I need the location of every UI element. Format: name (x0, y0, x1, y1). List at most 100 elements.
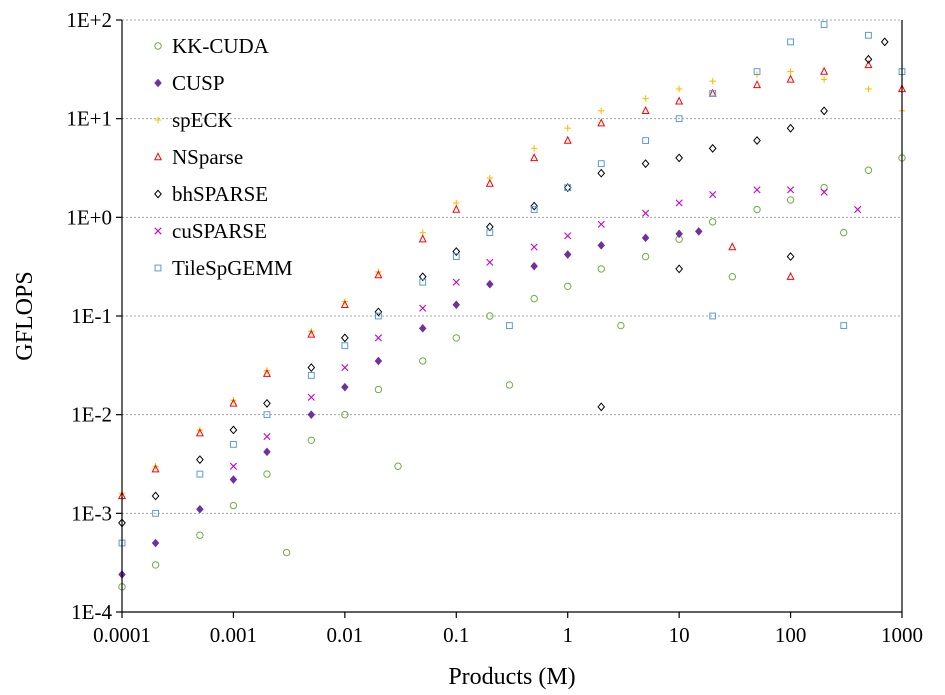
legend-label: TileSpGEMM (172, 256, 293, 280)
legend-label: cuSPARSE (172, 219, 267, 243)
data-point (263, 432, 271, 441)
data-point (864, 166, 873, 174)
y-tick-label: 1E-3 (71, 501, 112, 525)
data-point (880, 37, 889, 47)
y-axis-label: GFLOPS (12, 271, 38, 360)
data-point (753, 136, 761, 146)
data-point (419, 304, 427, 312)
y-tick-label: 1E+0 (66, 205, 112, 229)
data-point (786, 196, 795, 204)
data-point (263, 470, 271, 478)
data-point (452, 204, 461, 213)
data-point (530, 201, 539, 211)
data-point (598, 107, 605, 115)
data-point (786, 186, 795, 194)
legend-label: KK-CUDA (172, 34, 270, 58)
data-point (340, 333, 349, 343)
data-point (152, 509, 159, 517)
data-point (563, 135, 572, 144)
data-point (864, 60, 873, 69)
x-tick-label: 100 (775, 623, 807, 647)
data-point (452, 247, 461, 257)
legend-entry: CUSP (154, 71, 225, 95)
legend-marker (154, 116, 162, 124)
x-tick-label: 10 (669, 623, 690, 647)
data-point (820, 21, 828, 28)
legend-entry: cuSPARSE (154, 219, 267, 243)
data-point (530, 153, 539, 162)
data-point (307, 329, 316, 338)
data-point (151, 538, 160, 548)
data-point (530, 261, 538, 271)
data-point (820, 188, 828, 196)
legend-entry: NSparse (153, 145, 243, 169)
data-point (486, 312, 494, 320)
legend-marker (154, 189, 162, 199)
data-point (786, 74, 795, 83)
data-point (196, 531, 204, 539)
data-point (564, 232, 572, 240)
data-point (263, 398, 271, 408)
data-points (117, 21, 907, 591)
data-point (151, 464, 160, 473)
data-point (418, 272, 427, 282)
y-tick-label: 1E-4 (71, 600, 112, 624)
data-point (597, 168, 606, 178)
data-point (485, 178, 494, 187)
y-tick-label: 1E-1 (71, 304, 112, 328)
data-point (709, 312, 717, 320)
x-tick-label: 0.0001 (93, 623, 151, 647)
legend-marker (154, 78, 162, 88)
data-point (505, 381, 514, 389)
data-point (675, 153, 684, 163)
legend-marker (154, 227, 162, 235)
data-point (840, 322, 848, 329)
data-point (642, 95, 649, 102)
legend-label: bhSPARSE (172, 182, 268, 206)
data-point (709, 191, 717, 199)
data-point (709, 90, 717, 97)
data-point (419, 324, 427, 333)
data-point (419, 357, 427, 365)
data-point (341, 410, 349, 419)
data-point (452, 253, 460, 260)
data-point (452, 334, 460, 342)
data-point (787, 68, 794, 75)
data-point (708, 218, 717, 226)
data-point (709, 77, 716, 85)
data-point (196, 470, 204, 478)
data-point (374, 270, 383, 279)
data-point (675, 199, 683, 207)
data-point (786, 123, 795, 133)
x-tick-label: 0.001 (210, 623, 257, 647)
data-point (597, 265, 605, 273)
data-point (394, 462, 402, 470)
data-point (597, 241, 605, 250)
data-point (485, 222, 494, 232)
legend-label: CUSP (172, 71, 225, 95)
legend-label: NSparse (172, 145, 243, 169)
data-point (786, 252, 795, 262)
data-point (341, 382, 349, 392)
data-point (307, 372, 315, 379)
data-point (675, 96, 684, 105)
data-point (820, 76, 828, 83)
y-tick-label: 1E-2 (71, 403, 112, 427)
data-point (307, 410, 316, 419)
data-point (374, 334, 382, 342)
legend-marker (153, 152, 163, 161)
series-kk-cuda (118, 154, 906, 591)
data-point (374, 385, 383, 394)
data-point (530, 206, 538, 213)
data-point (641, 159, 650, 169)
data-point (675, 229, 683, 239)
data-point (753, 80, 762, 89)
data-point (530, 294, 538, 303)
series-speck (118, 68, 906, 497)
series-tilespgemm (118, 21, 906, 547)
data-point (865, 85, 872, 93)
legend-entry: KK-CUDA (154, 34, 270, 58)
series-cusparse (229, 186, 862, 470)
data-point (530, 243, 538, 251)
